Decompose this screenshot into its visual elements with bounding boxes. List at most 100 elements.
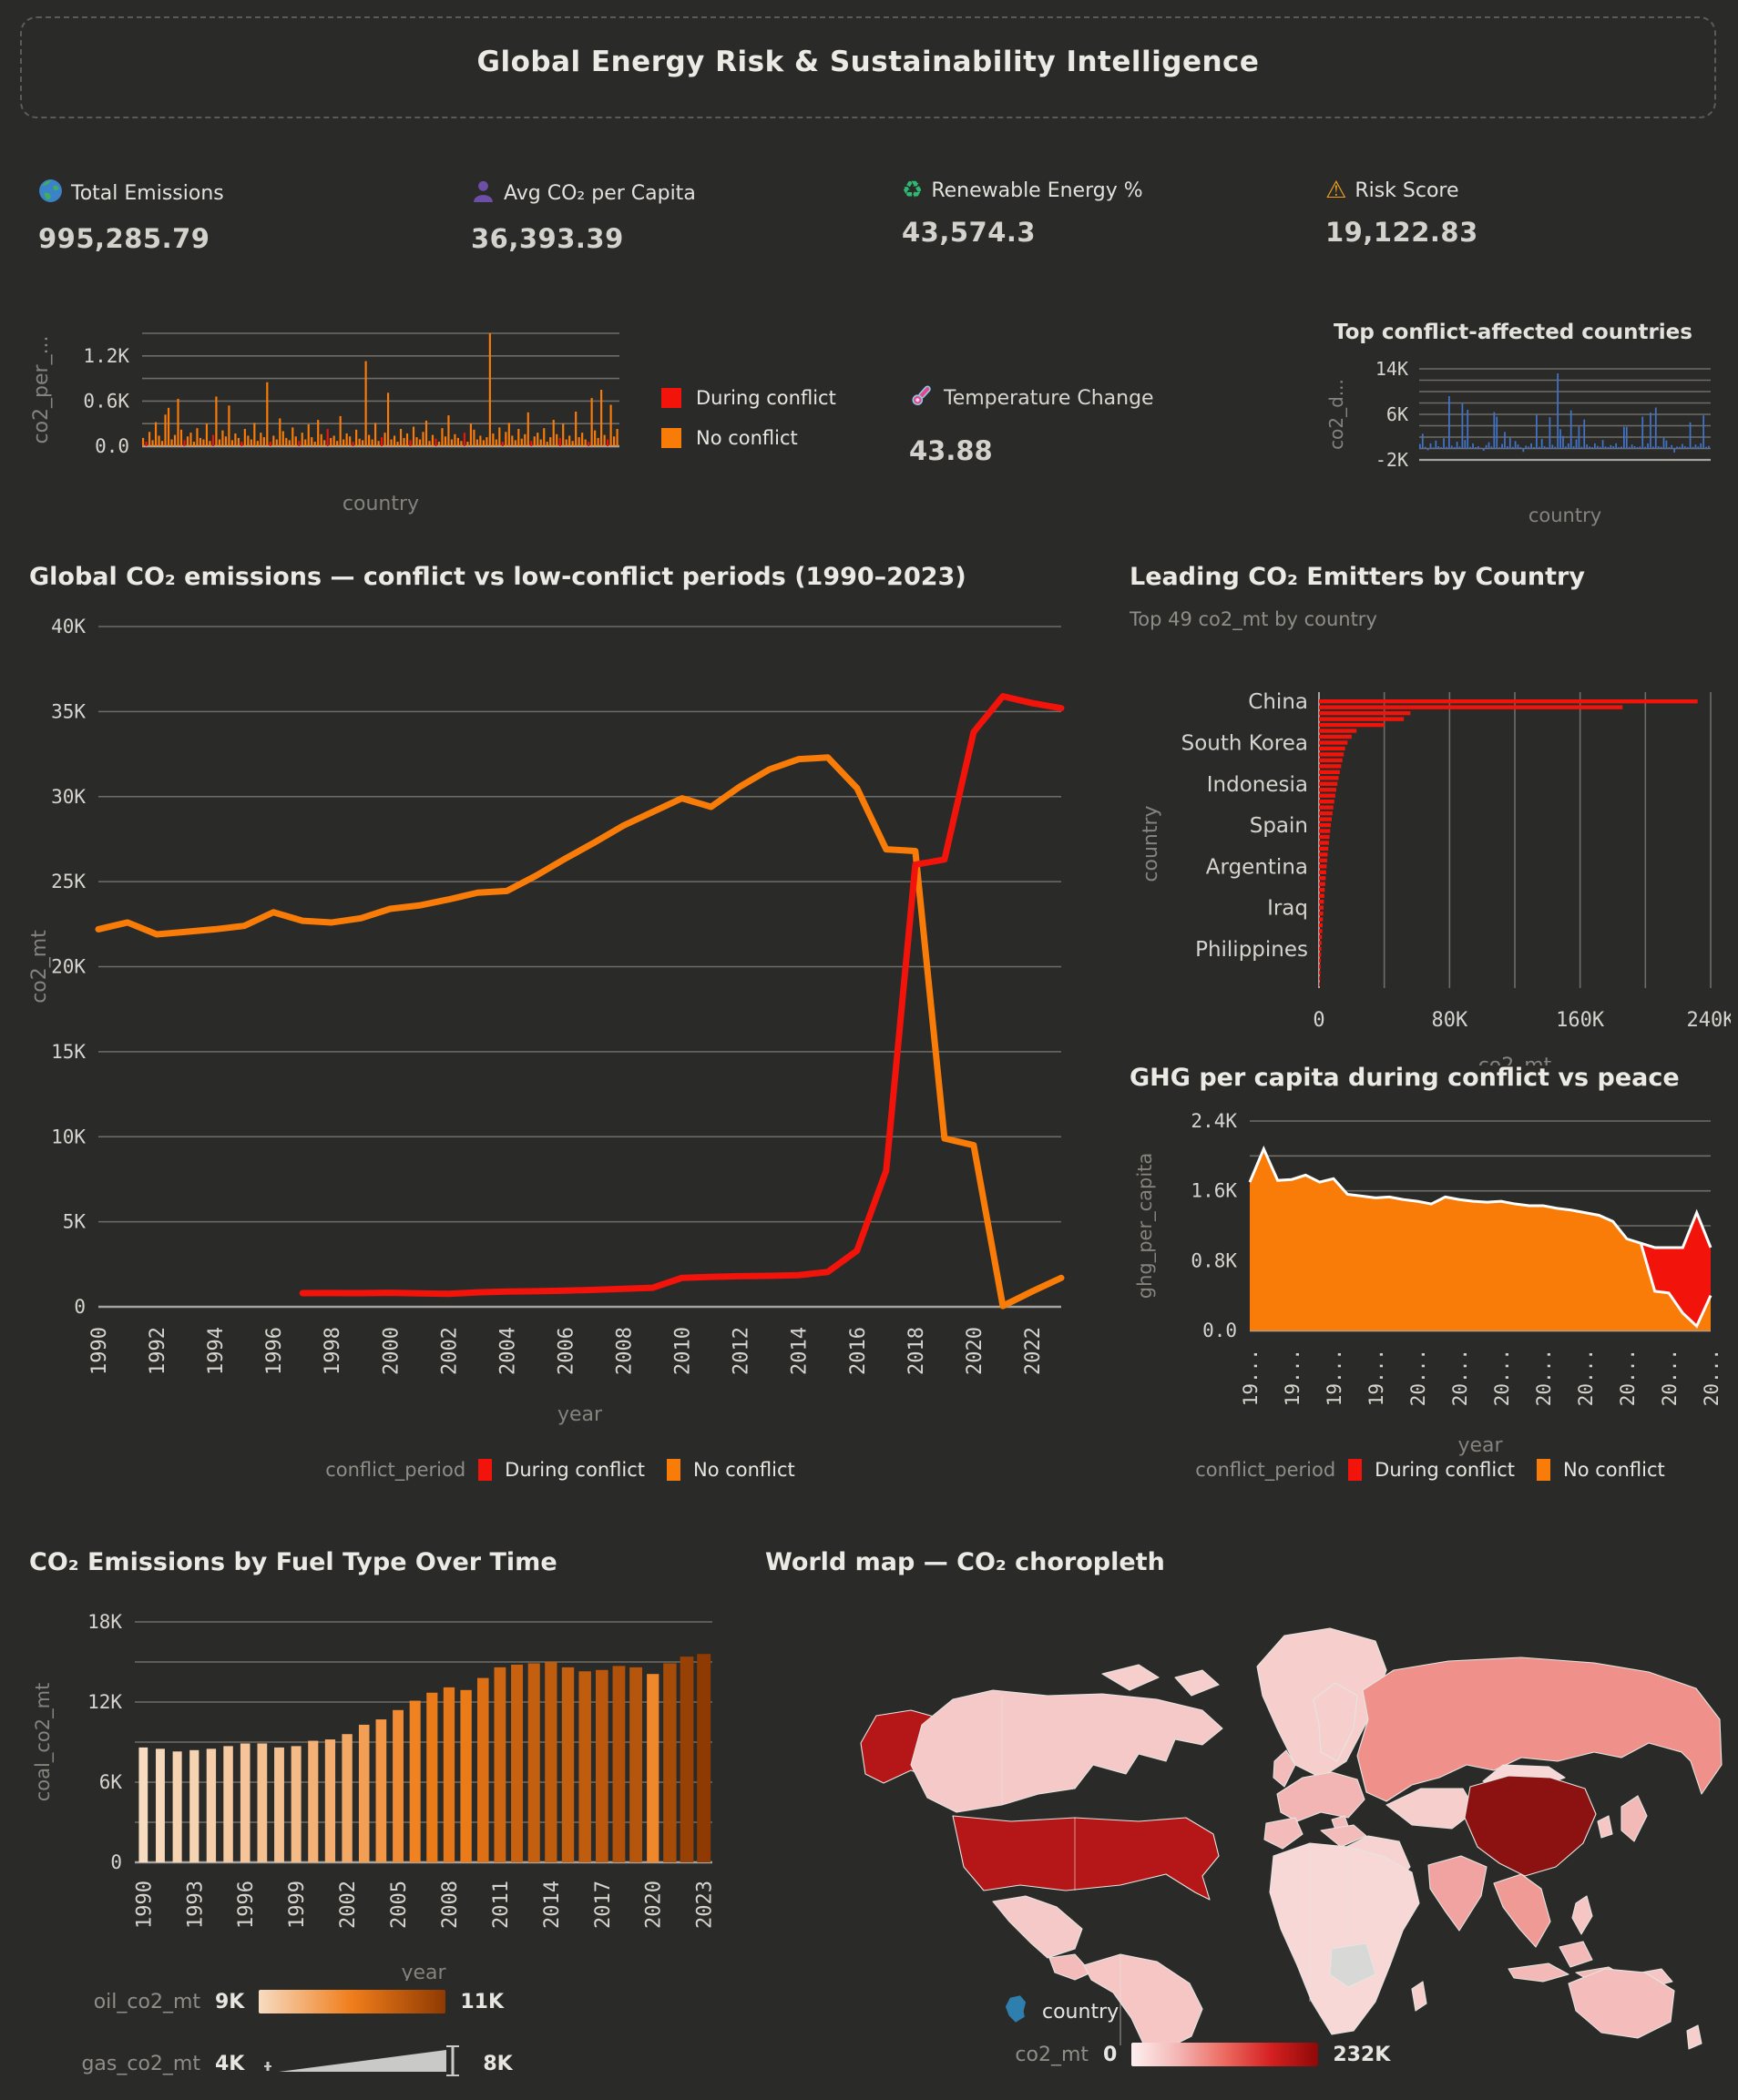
x-tick-label: 2016 <box>847 1327 870 1375</box>
main-chart-legend: conflict_period During conflict No confl… <box>27 1459 1093 1481</box>
bar <box>1477 446 1479 449</box>
bar <box>594 430 597 446</box>
x-tick-label: 1996 <box>263 1327 286 1375</box>
bar <box>603 434 606 446</box>
bar <box>1594 443 1596 449</box>
bar <box>1708 445 1710 449</box>
bar <box>240 1743 250 1862</box>
bar <box>1654 407 1657 449</box>
bar <box>1490 446 1493 449</box>
no-conflict-swatch <box>666 1459 680 1481</box>
bar <box>189 433 192 446</box>
map-country-europe <box>1276 1771 1365 1822</box>
bar <box>1319 805 1334 810</box>
map-legend-min: 0 <box>1103 2043 1118 2066</box>
bar <box>511 435 514 446</box>
bar <box>1435 440 1437 449</box>
country-label: South Korea <box>1181 731 1308 755</box>
bar <box>1319 752 1344 757</box>
bar <box>170 439 173 446</box>
bar <box>1596 445 1599 449</box>
bar <box>1319 793 1335 798</box>
x-tick-label: 2006 <box>555 1327 578 1375</box>
kpi-value: 19,122.83 <box>1325 217 1478 248</box>
bar <box>156 1748 165 1862</box>
bar <box>1636 446 1639 449</box>
bar <box>1673 448 1676 453</box>
bar <box>1319 923 1323 928</box>
bar <box>272 435 275 446</box>
bar <box>230 440 233 446</box>
gas-legend-label: gas_co2_mt <box>81 2052 200 2075</box>
x-tick-label: 20... <box>1617 1349 1639 1406</box>
bar <box>460 1689 472 1862</box>
world-map-svg <box>860 1627 1723 2050</box>
bar <box>405 433 409 446</box>
x-tick-label: 1990 <box>133 1881 156 1929</box>
kpi-value: 995,285.79 <box>38 223 210 254</box>
bar <box>476 1677 489 1862</box>
bar <box>533 436 536 446</box>
area-no-conflict <box>1250 1148 1711 1330</box>
bar <box>330 437 332 446</box>
bar <box>1511 446 1514 449</box>
main-chart-title: Global CO₂ emissions — conflict vs low-c… <box>29 563 966 591</box>
world-map <box>774 1583 1731 2060</box>
oil-scale-legend: oil_co2_mt 9K 11K <box>68 1990 504 2013</box>
bar <box>1554 446 1557 449</box>
bar <box>1319 852 1328 857</box>
y-axis-label: coal_co2_mt <box>32 1683 55 1802</box>
bar <box>317 420 320 446</box>
bar <box>1319 781 1338 786</box>
bar <box>390 439 393 446</box>
kpi-label: Avg CO₂ per Capita <box>504 182 696 205</box>
bar <box>1689 422 1692 449</box>
x-tick-label: 2022 <box>1022 1327 1045 1375</box>
y-tick-label: 35K <box>51 700 86 722</box>
y-axis-label: co2_mt <box>28 930 51 1004</box>
bar <box>1424 446 1426 449</box>
x-tick-label: 1998 <box>322 1327 344 1375</box>
bar <box>505 432 507 446</box>
map-country-russia <box>1356 1657 1723 1802</box>
bar <box>612 1666 626 1862</box>
bar <box>269 442 271 446</box>
bar <box>1559 429 1561 449</box>
bar <box>167 407 170 446</box>
bar <box>336 441 339 446</box>
during-conflict-swatch <box>661 388 681 408</box>
bar <box>431 434 434 446</box>
bar <box>1650 413 1651 449</box>
bar <box>1519 446 1522 449</box>
bar <box>607 439 609 446</box>
bar <box>1536 414 1538 449</box>
bar <box>1456 442 1458 449</box>
bar <box>362 440 364 446</box>
thermometer-icon <box>909 382 935 413</box>
bar <box>298 441 301 446</box>
x-tick-label: 2017 <box>592 1881 615 1929</box>
mini-conflict-chart-title: Top conflict-affected countries <box>1334 321 1692 344</box>
bar <box>697 1654 711 1862</box>
bar <box>571 441 574 446</box>
y-tick-label: 0.6K <box>83 390 129 412</box>
map-country-scandinavia <box>1313 1682 1358 1762</box>
bar <box>1671 444 1673 449</box>
bar <box>473 429 475 446</box>
bar <box>584 439 587 446</box>
bar <box>1533 446 1535 449</box>
map-shape-legend: country <box>1002 1994 1119 2029</box>
kpi-value: 36,393.39 <box>471 223 624 254</box>
bar <box>1639 446 1641 449</box>
bar <box>393 1709 404 1862</box>
legend-series-name: conflict_period <box>325 1459 466 1481</box>
bar <box>1660 446 1662 449</box>
bar <box>199 437 202 446</box>
map-country-usa <box>952 1815 1220 1901</box>
bar <box>629 1667 643 1862</box>
x-tick-label: 1996 <box>235 1881 258 1929</box>
bar <box>418 439 422 446</box>
x-tick-label: 2018 <box>905 1327 928 1375</box>
mini-bar-svg: 0.0 0.6K 1.2K country co2_per_... <box>30 332 619 515</box>
y-tick-label: 0 <box>110 1851 122 1873</box>
